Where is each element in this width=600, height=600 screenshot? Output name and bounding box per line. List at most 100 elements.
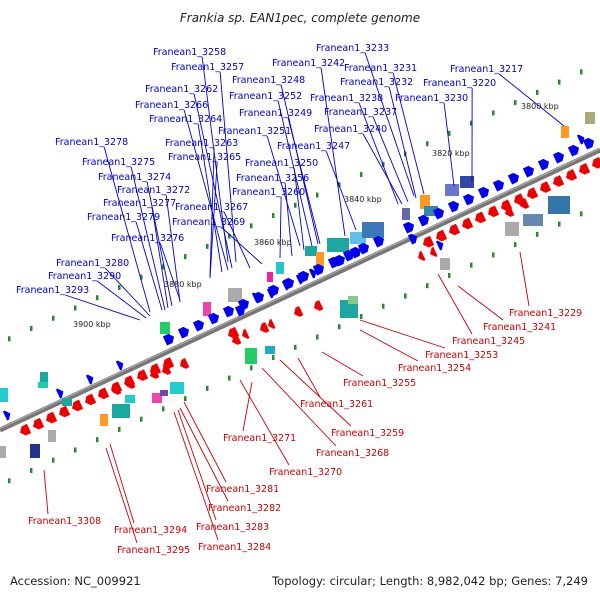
forward-gene-arrow [295,274,304,285]
gc-tick [382,303,385,309]
forward-gene-arrow [342,249,355,262]
gc-tick [316,334,319,340]
gc-tick [140,274,143,280]
reverse-gene-arrow [553,175,565,187]
reverse-gene-arrow [268,318,276,329]
forward-label-leader [293,167,305,251]
forward-label-leader [220,226,263,265]
feature-box [245,348,257,364]
feature-box [125,395,135,403]
reverse-gene-label: Franean1_3284 [198,542,271,553]
reverse-gene-arrow [423,235,435,248]
gc-tick [536,89,539,95]
reverse-gene-arrow [59,405,71,418]
reverse-gene-arrow [150,368,160,379]
reverse-label-leader [239,379,290,466]
reverse-gene-label: Franean1_3253 [425,350,498,361]
gc-tick [580,69,583,75]
feature-box [0,446,6,458]
forward-gene-arrow [407,233,418,245]
feature-box [445,184,459,196]
forward-label-leader [277,100,313,247]
gc-tick [96,437,99,443]
feature-box [316,252,324,266]
forward-gene-arrow [162,333,175,346]
forward-gene-arrow [402,221,415,234]
reverse-gene-arrow [314,300,324,311]
gc-tick [294,344,297,350]
forward-label-leader [103,146,151,313]
forward-gene-label: Franean1_3231 [344,63,417,74]
reverse-gene-label: Franean1_3271 [223,433,296,444]
reverse-gene-arrow [98,387,110,400]
gc-tick [360,314,363,319]
forward-label-leader [266,135,301,247]
forward-gene-label: Franean1_3262 [145,84,218,95]
forward-gene-label: Franean1_3265 [168,152,241,163]
forward-label-leader [372,116,409,203]
forward-label-leader [325,150,357,231]
forward-label-leader [165,194,181,303]
kbp-markers: 3800 kbp 3820 kbp 3840 kbp 3860 kbp 3880 kbp… [73,102,559,329]
reverse-label-leader [457,285,504,321]
reverse-gene-arrow [20,423,32,436]
forward-gene-arrow [417,214,430,227]
kbp-marker-label: 3800 kbp [521,102,559,111]
forward-gene-arrow [55,388,64,399]
gc-tick [382,161,385,167]
gc-tick [514,100,517,106]
reverse-gene-arrow [85,393,97,406]
reverse-gene-label: Franean1_3254 [398,363,471,374]
genome-backbone [0,147,600,433]
forward-gene-arrow [115,360,124,371]
forward-gene-label: Franean1_3237 [324,107,397,118]
label-leaders [43,52,565,544]
forward-label-leader [183,109,229,271]
forward-gene-arrow [266,288,275,299]
kbp-marker-label: 3880 kbp [164,280,202,289]
feature-boxes [0,112,595,458]
reverse-gene-arrow [527,187,539,199]
reverse-gene-arrow [180,358,190,369]
forward-gene-label: Franean1_3275 [82,157,155,168]
forward-gene-arrow [308,268,317,279]
forward-gene-arrow [492,179,505,192]
feature-box [276,262,284,274]
gc-tick [536,231,539,237]
forward-gene-label: Franean1_3264 [149,114,222,125]
forward-gene-label: Franean1_3263 [165,138,238,149]
reverse-gene-arrow [540,181,552,193]
forward-gene-arrow [192,319,205,332]
genome-summary-text: Topology: circular; Length: 8,982,042 bp… [272,574,588,588]
reverse-label-leader [321,351,364,377]
forward-gene-arrow [237,298,250,311]
feature-box [40,372,48,384]
gc-tick [448,130,451,136]
feature-box [585,112,595,124]
forward-label-leader [104,267,151,317]
forward-gene-arrow [349,246,362,259]
feature-box [523,214,543,226]
gc-tick [404,293,407,299]
forward-gene-label: Franean1_3249 [239,108,312,119]
forward-gene-label: Franean1_3260 [232,187,305,198]
gc-tick [52,315,55,321]
feature-box [160,322,170,334]
kbp-marker-label: 3820 kbp [432,149,470,158]
reverse-gene-arrow [462,217,474,230]
feature-box [327,238,349,252]
forward-gene-label: Franean1_3266 [135,100,208,111]
forward-label-leader [358,102,399,205]
reverse-gene-arrow [46,411,58,424]
reverse-gene-arrow [260,322,270,333]
gc-tick [250,365,253,371]
feature-box [38,382,48,388]
gc-tick [492,252,495,258]
feature-box [160,390,168,396]
forward-label-leader [209,147,215,277]
forward-gene-arrow [2,410,11,421]
gc-tick [316,192,319,198]
kbp-marker-label: 3860 kbp [254,238,292,247]
feature-box [561,126,569,138]
